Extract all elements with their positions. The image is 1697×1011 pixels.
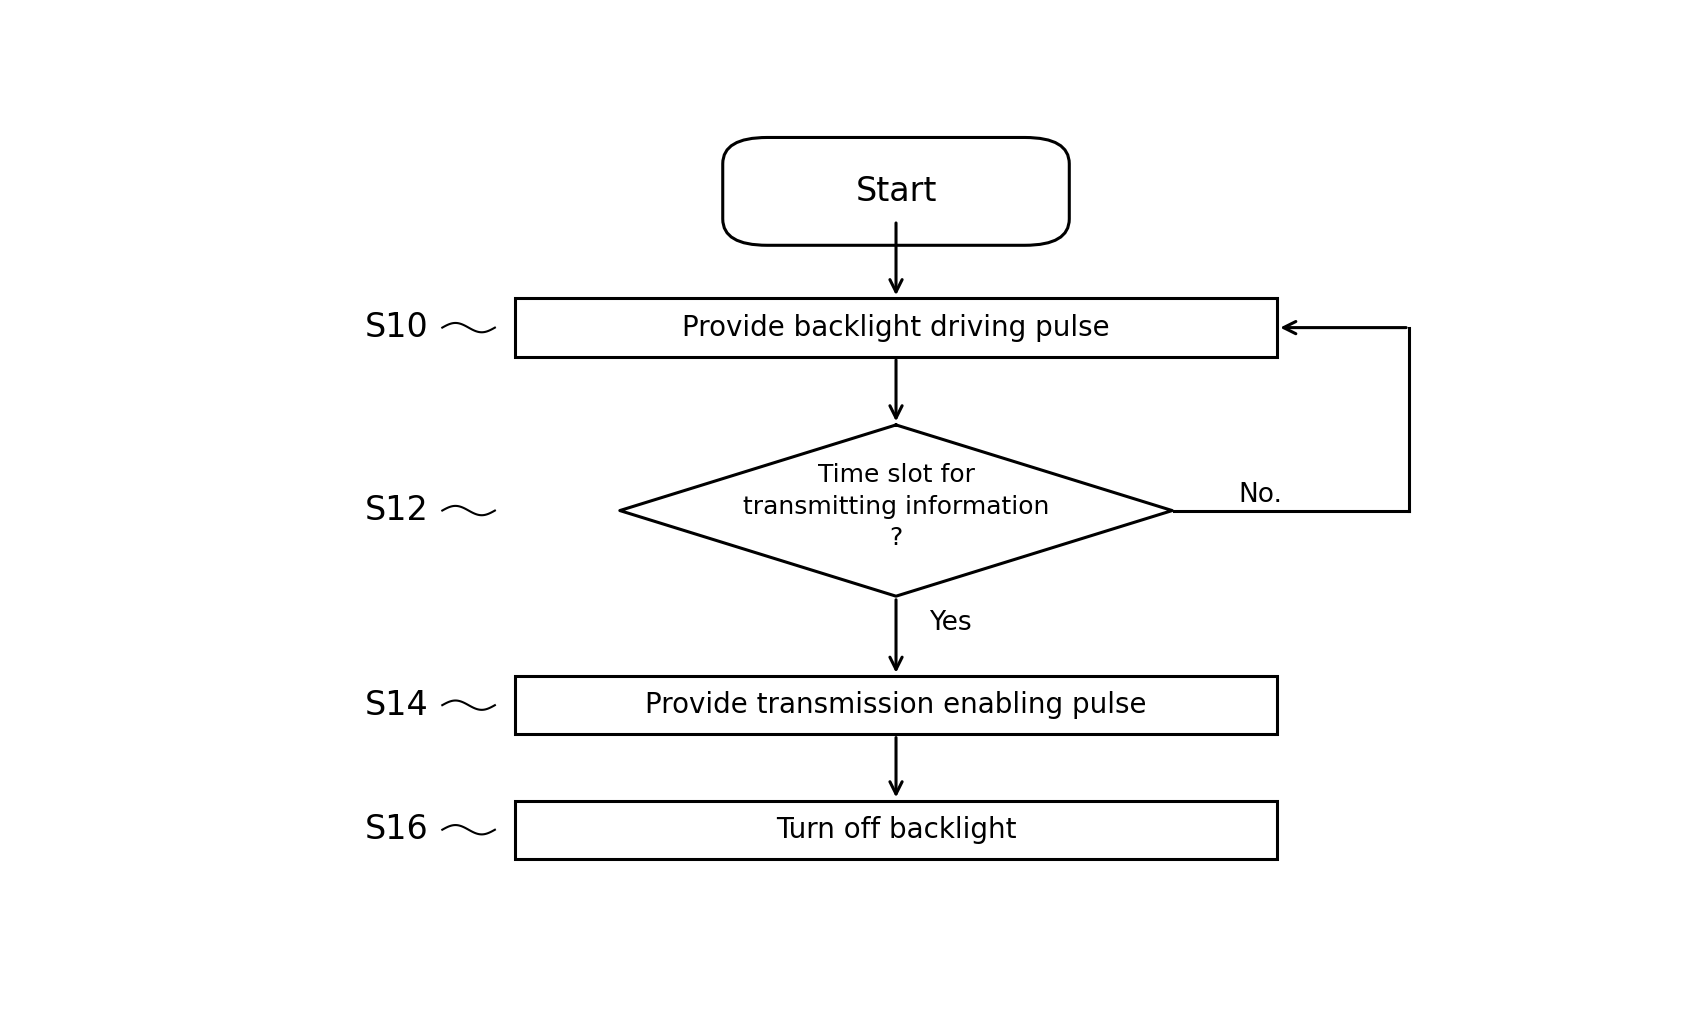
Text: Time slot for
transmitting information
?: Time slot for transmitting information ? (743, 463, 1049, 550)
Text: Yes: Yes (928, 611, 971, 637)
Text: Provide transmission enabling pulse: Provide transmission enabling pulse (645, 692, 1147, 719)
Bar (514, 298, 1278, 357)
FancyBboxPatch shape (723, 137, 1069, 246)
Text: Provide backlight driving pulse: Provide backlight driving pulse (682, 313, 1110, 342)
Text: Start: Start (855, 175, 937, 208)
Polygon shape (619, 425, 1173, 596)
Bar (514, 801, 1278, 859)
Text: S10: S10 (365, 311, 428, 344)
Text: No.: No. (1237, 482, 1281, 508)
Text: S16: S16 (365, 813, 428, 846)
Text: S12: S12 (365, 494, 428, 527)
Text: Turn off backlight: Turn off backlight (776, 816, 1017, 844)
Text: S14: S14 (365, 688, 428, 722)
Bar (514, 676, 1278, 734)
